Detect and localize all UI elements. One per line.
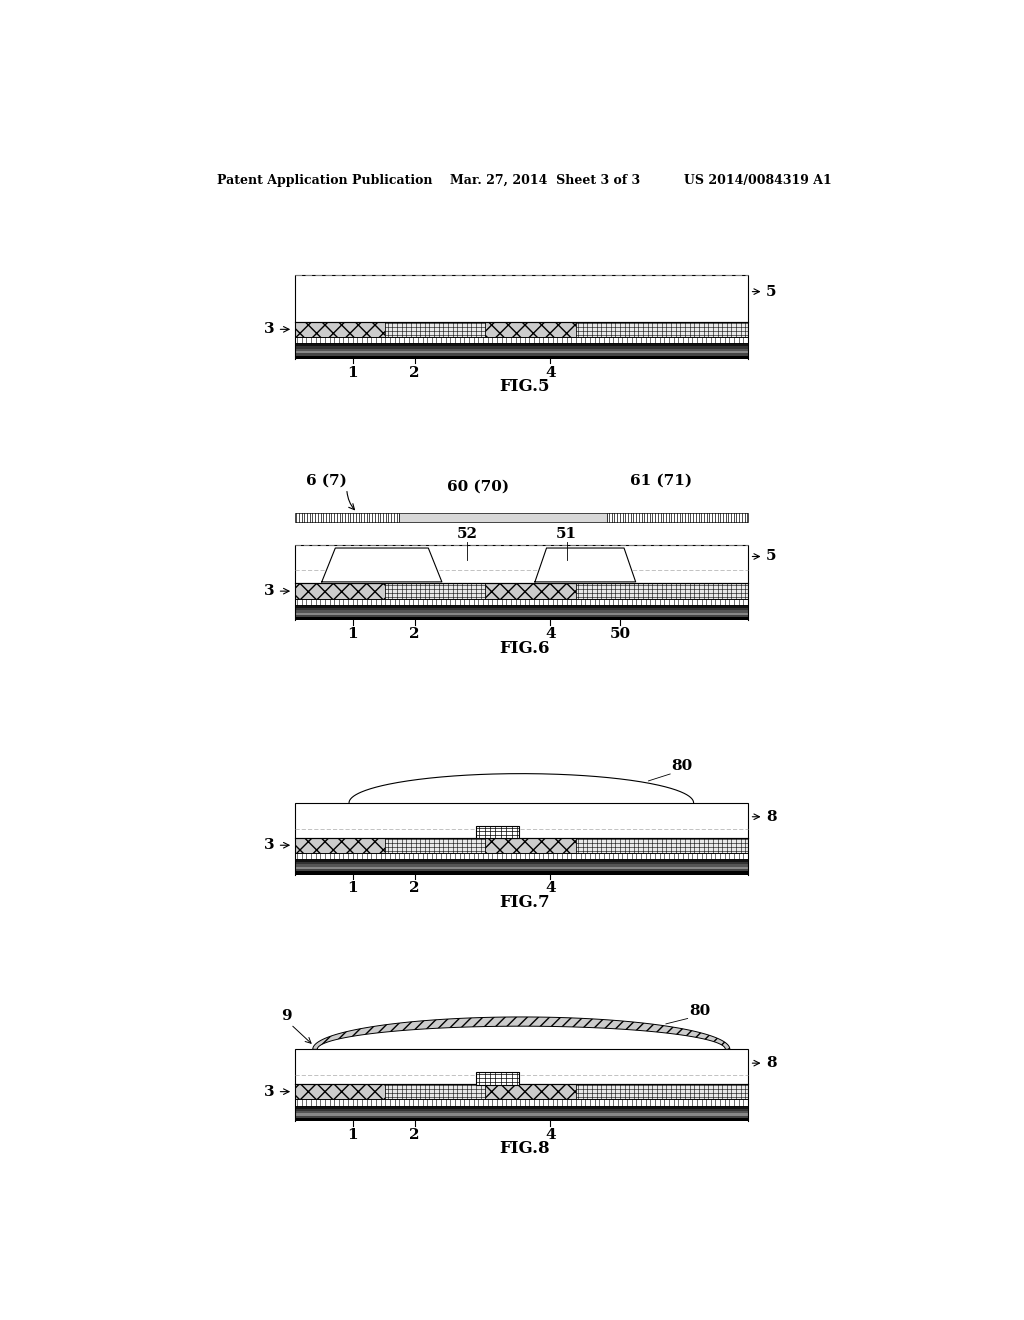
Text: 1: 1 — [347, 366, 358, 380]
Bar — [295, 346, 748, 348]
Bar — [485, 1084, 575, 1100]
Text: 80: 80 — [689, 1003, 711, 1018]
Text: 51: 51 — [556, 527, 578, 541]
Bar — [295, 605, 748, 609]
Bar — [575, 322, 748, 337]
Bar — [385, 838, 485, 853]
Text: FIG.6: FIG.6 — [500, 640, 550, 656]
Text: FIG.5: FIG.5 — [500, 378, 550, 395]
Bar — [476, 826, 518, 838]
Bar — [485, 838, 575, 853]
Bar — [295, 512, 399, 521]
Text: 8: 8 — [766, 1056, 776, 1071]
Text: FIG.8: FIG.8 — [500, 1140, 550, 1158]
Bar — [575, 838, 748, 853]
Text: 52: 52 — [457, 527, 477, 541]
Bar — [295, 1109, 748, 1111]
Text: 1: 1 — [347, 882, 358, 895]
Text: 2: 2 — [410, 366, 420, 380]
Bar — [295, 609, 748, 610]
Bar — [575, 583, 748, 599]
Bar — [295, 865, 748, 867]
Bar — [295, 1111, 748, 1113]
Polygon shape — [535, 548, 636, 582]
Bar — [295, 1100, 748, 1106]
Bar — [385, 322, 485, 337]
Bar — [295, 803, 748, 838]
Text: 4: 4 — [545, 882, 556, 895]
Text: 1: 1 — [347, 627, 358, 642]
Bar — [485, 322, 575, 337]
Bar — [295, 838, 385, 853]
Bar — [295, 354, 748, 355]
Bar — [295, 612, 748, 615]
Text: 4: 4 — [545, 627, 556, 642]
Polygon shape — [312, 1016, 730, 1049]
Bar — [399, 512, 607, 521]
Bar — [295, 859, 748, 862]
Bar — [295, 322, 385, 337]
Bar — [295, 276, 748, 322]
Bar — [295, 1084, 385, 1100]
Bar — [295, 853, 748, 859]
Text: 1: 1 — [347, 1127, 358, 1142]
Text: 50: 50 — [609, 627, 631, 642]
Bar — [476, 1072, 518, 1085]
Text: 8: 8 — [766, 809, 776, 824]
Bar — [295, 615, 748, 618]
Bar — [295, 1118, 748, 1121]
Bar — [575, 1084, 748, 1100]
Bar — [295, 1115, 748, 1118]
Bar — [295, 1049, 748, 1084]
Bar — [385, 583, 485, 599]
Bar — [295, 862, 748, 865]
Text: 60 (70): 60 (70) — [447, 479, 509, 494]
Text: 61 (71): 61 (71) — [630, 473, 692, 487]
Bar — [295, 348, 748, 351]
Text: 2: 2 — [410, 882, 420, 895]
Bar — [295, 1113, 748, 1115]
Text: Patent Application Publication    Mar. 27, 2014  Sheet 3 of 3          US 2014/0: Patent Application Publication Mar. 27, … — [217, 174, 833, 187]
Bar — [295, 618, 748, 620]
Bar — [295, 871, 748, 875]
Bar — [295, 355, 748, 359]
Text: 3: 3 — [264, 838, 274, 853]
Text: 80: 80 — [672, 759, 693, 774]
Text: 5: 5 — [766, 285, 776, 298]
Bar — [295, 867, 748, 869]
Text: 5: 5 — [766, 549, 776, 564]
Bar — [485, 583, 575, 599]
Text: 4: 4 — [545, 366, 556, 380]
Bar — [295, 583, 385, 599]
Text: 3: 3 — [264, 322, 274, 337]
Text: 2: 2 — [410, 1127, 420, 1142]
Bar — [385, 1084, 485, 1100]
Bar — [295, 351, 748, 354]
Bar — [295, 610, 748, 612]
Bar — [295, 1106, 748, 1109]
Text: 3: 3 — [264, 1085, 274, 1098]
Bar — [607, 512, 748, 521]
Bar — [295, 599, 748, 605]
Text: 4: 4 — [545, 1127, 556, 1142]
Bar — [295, 545, 748, 583]
Bar — [295, 343, 748, 346]
Bar — [295, 869, 748, 871]
Polygon shape — [322, 548, 442, 582]
Text: 3: 3 — [264, 585, 274, 598]
Text: 6 (7): 6 (7) — [306, 473, 347, 487]
Text: FIG.7: FIG.7 — [500, 894, 550, 911]
Text: 2: 2 — [410, 627, 420, 642]
Bar — [295, 337, 748, 343]
Text: 9: 9 — [282, 1008, 292, 1023]
